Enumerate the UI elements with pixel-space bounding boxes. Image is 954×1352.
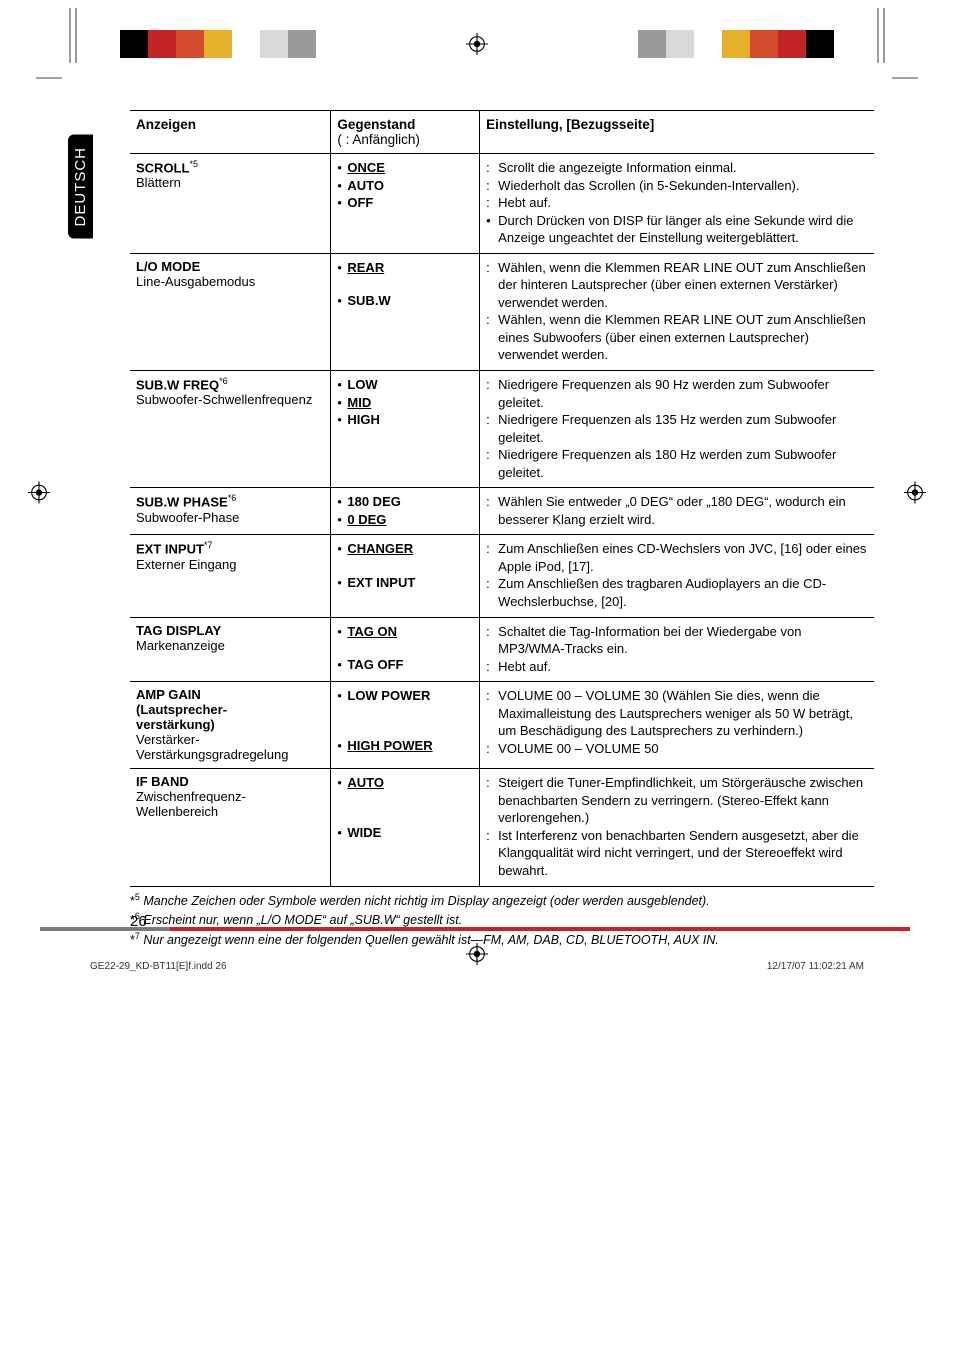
- page-rule: [40, 925, 910, 933]
- row-definitions: Wählen Sie entweder „0 DEG“ oder „180 DE…: [480, 488, 874, 535]
- header-anzeigen: Anzeigen: [130, 111, 331, 154]
- header-einstellung: Einstellung, [Bezugsseite]: [480, 111, 874, 154]
- row-label: SCROLL*5Blättern: [130, 154, 331, 254]
- row-definitions: Niedrigere Frequenzen als 90 Hz werden z…: [480, 371, 874, 488]
- settings-table: Anzeigen Gegenstand ( : Anfänglich) Eins…: [130, 110, 874, 887]
- row-options: REARSUB.W: [331, 253, 480, 370]
- row-options: LOWMIDHIGH: [331, 371, 480, 488]
- row-options: 180 DEG0 DEG: [331, 488, 480, 535]
- row-label: EXT INPUT*7Externer Eingang: [130, 535, 331, 617]
- row-label: IF BANDZwischenfrequenz-Wellenbereich: [130, 769, 331, 886]
- row-label: SUB.W FREQ*6Subwoofer-Schwellenfrequenz: [130, 371, 331, 488]
- footer-timestamp: 12/17/07 11:02:21 AM: [767, 961, 864, 972]
- row-options: CHANGEREXT INPUT: [331, 535, 480, 617]
- row-options: ONCEAUTOOFF: [331, 154, 480, 254]
- row-definitions: VOLUME 00 – VOLUME 30 (Wählen Sie dies, …: [480, 682, 874, 769]
- page-number: 26: [130, 913, 147, 930]
- header-gegenstand: Gegenstand ( : Anfänglich): [331, 111, 480, 154]
- row-definitions: Wählen, wenn die Klemmen REAR LINE OUT z…: [480, 253, 874, 370]
- language-tab: DEUTSCH: [68, 135, 93, 239]
- row-definitions: Zum Anschließen eines CD-Wechslers von J…: [480, 535, 874, 617]
- row-label: SUB.W PHASE*6Subwoofer-Phase: [130, 488, 331, 535]
- row-options: LOW POWERHIGH POWER: [331, 682, 480, 769]
- footer-filename: GE22-29_KD-BT11[E]f.indd 26: [90, 961, 227, 972]
- footnotes: *5 Manche Zeichen oder Symbole werden ni…: [130, 891, 874, 951]
- row-options: TAG ONTAG OFF: [331, 617, 480, 682]
- row-definitions: Schaltet die Tag-Information bei der Wie…: [480, 617, 874, 682]
- row-definitions: Steigert die Tuner-Empfindlichkeit, um S…: [480, 769, 874, 886]
- row-label: AMP GAIN(Lautsprecher-verstärkung)Verstä…: [130, 682, 331, 769]
- row-label: L/O MODELine-Ausgabemodus: [130, 253, 331, 370]
- row-options: AUTOWIDE: [331, 769, 480, 886]
- row-label: TAG DISPLAYMarkenanzeige: [130, 617, 331, 682]
- row-definitions: Scrollt die angezeigte Information einma…: [480, 154, 874, 254]
